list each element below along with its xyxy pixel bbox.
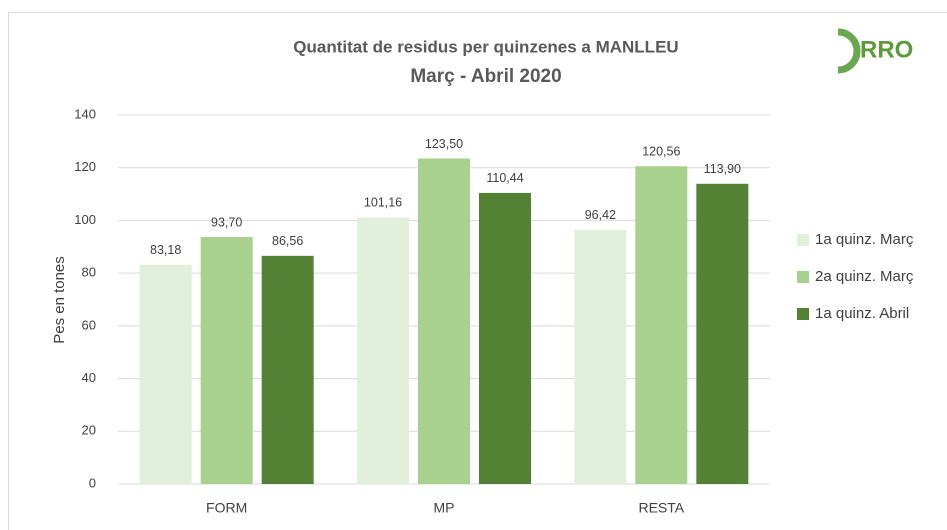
y-tick-label: 140 (74, 106, 96, 121)
value-label: 83,18 (150, 243, 181, 257)
bar (139, 264, 192, 484)
value-label: 110,44 (486, 171, 523, 185)
y-tick-label: 20 (82, 423, 96, 438)
y-tick-label: 40 (82, 370, 96, 385)
legend-swatch (797, 271, 809, 283)
logo: RRO (860, 36, 913, 63)
chart-title: Quantitat de residus per quinzenes a MAN… (293, 37, 678, 56)
value-label: 123,50 (425, 137, 463, 151)
bar (357, 217, 409, 484)
bar (261, 255, 314, 484)
chart-subtitle: Març - Abril 2020 (410, 66, 561, 87)
y-tick-label: 60 (82, 317, 96, 332)
value-label: 96,42 (585, 208, 616, 222)
legend-swatch (797, 234, 809, 246)
y-tick-label: 0 (89, 475, 96, 490)
bar (418, 158, 470, 484)
value-label: 86,56 (272, 234, 303, 248)
value-label: 93,70 (211, 215, 242, 229)
bar (200, 237, 253, 484)
value-label: 120,56 (642, 145, 680, 159)
legend-label: 1a quinz. Març (815, 231, 914, 248)
bar (635, 166, 688, 484)
logo-mark (837, 28, 861, 74)
value-label: 101,16 (364, 196, 402, 210)
bar (696, 183, 749, 484)
x-tick-label: FORM (206, 500, 247, 516)
y-tick-label: 100 (74, 212, 96, 227)
value-label: 113,90 (704, 162, 741, 176)
y-axis-label: Pes en tones (51, 256, 68, 344)
y-tick-label: 120 (74, 159, 96, 174)
bar (574, 229, 627, 484)
legend-label: 2a quinz. Març (815, 268, 914, 285)
legend-label: 1a quinz. Abril (815, 305, 909, 322)
x-tick-label: RESTA (639, 500, 685, 516)
y-tick-label: 80 (82, 265, 96, 280)
legend-swatch (797, 308, 809, 320)
bar (479, 192, 531, 484)
x-tick-label: MP (434, 500, 455, 516)
